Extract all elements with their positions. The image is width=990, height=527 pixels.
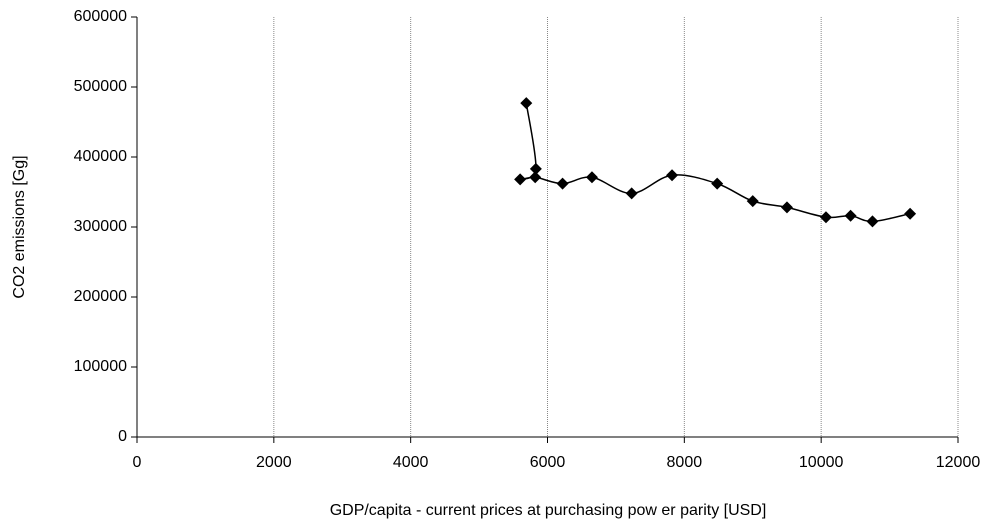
y-tick-label: 500000	[74, 78, 127, 95]
x-tick-label: 0	[133, 454, 142, 471]
y-axis-label: CO2 emissions [Gg]	[11, 155, 28, 298]
data-point	[780, 201, 793, 214]
data-point	[529, 171, 542, 184]
data-point	[529, 162, 542, 175]
y-tick-label: 400000	[74, 148, 127, 165]
data-point	[819, 211, 832, 224]
series-line	[519, 102, 911, 223]
x-tick-label: 6000	[530, 454, 566, 471]
x-axis-label: GDP/capita - current prices at purchasin…	[330, 502, 767, 519]
data-point	[746, 195, 759, 208]
data-point	[866, 215, 879, 228]
data-point	[844, 209, 857, 222]
x-tick-label: 10000	[799, 454, 844, 471]
x-tick-label: 12000	[936, 454, 981, 471]
x-tick-label: 8000	[667, 454, 703, 471]
data-point	[514, 173, 527, 186]
y-tick-label: 200000	[74, 288, 127, 305]
y-tick-label: 600000	[74, 8, 127, 25]
data-point	[585, 171, 598, 184]
y-tick-label: 0	[118, 428, 127, 445]
x-tick-label: 4000	[393, 454, 429, 471]
data-point	[711, 177, 724, 190]
x-tick-label: 2000	[256, 454, 292, 471]
y-tick-label: 100000	[74, 358, 127, 375]
y-tick-label: 300000	[74, 218, 127, 235]
data-point	[556, 177, 569, 190]
data-point	[625, 187, 638, 200]
data-point	[666, 169, 679, 182]
data-point	[904, 207, 917, 220]
data-point	[520, 97, 533, 110]
